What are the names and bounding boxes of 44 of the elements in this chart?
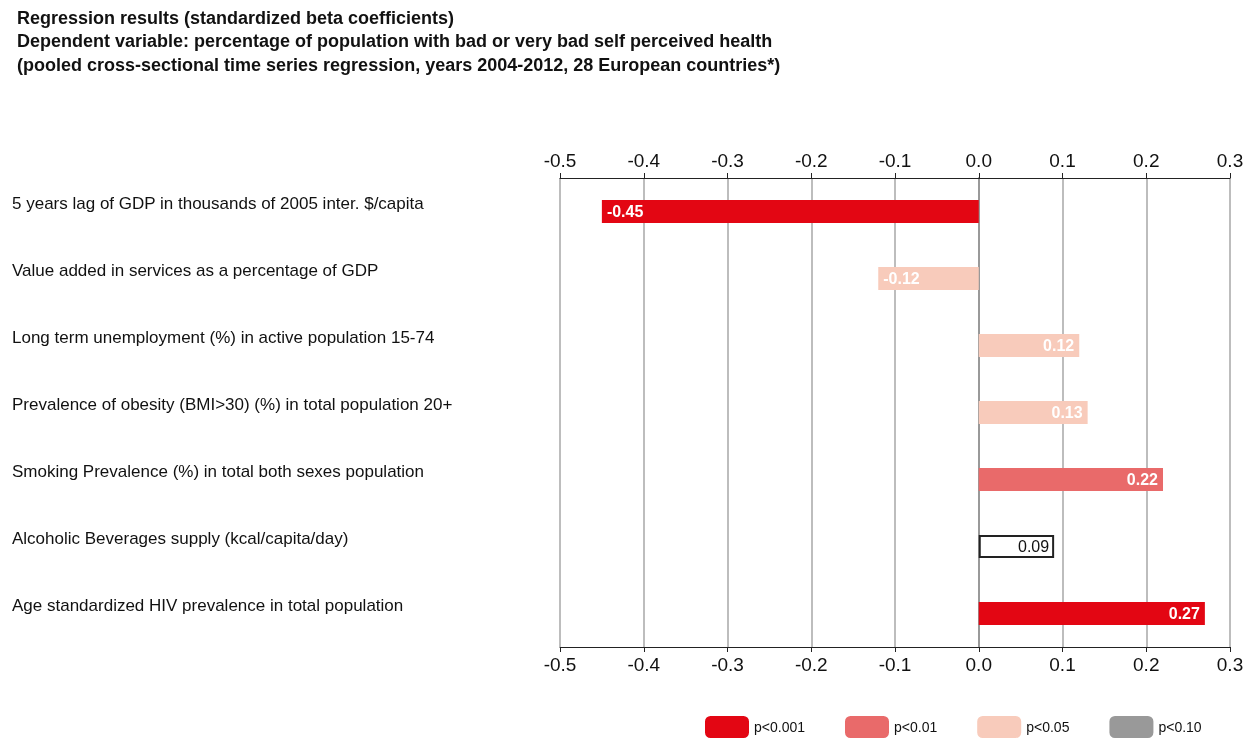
x2-tick-label: 0.3: [1216, 654, 1244, 675]
bar: [978, 468, 1163, 491]
bar: [601, 200, 979, 223]
data-label: 0.09: [1017, 538, 1050, 555]
bar: [978, 602, 1205, 625]
bar: [978, 401, 1088, 424]
y-tick-label: 5 years lag of GDP in thousands of 2005 inter. $/capita: [12, 193, 425, 213]
x2-tick-label: -0.4: [627, 654, 661, 675]
x-tick-label: -0.1: [878, 150, 912, 171]
data-label: 0.12: [1043, 337, 1075, 354]
x2-tick-label: -0.3: [711, 654, 744, 675]
data-label: -0.12: [883, 270, 920, 287]
y-tick-label: Prevalence of obesity (BMI>30) (%) in total population 20+: [12, 394, 453, 414]
x2-tick-label: -0.2: [794, 654, 828, 675]
legend-label: p<0.05: [1026, 719, 1070, 735]
x2-tick-label: 0.0: [965, 654, 992, 675]
legend-label: p<0.001: [754, 719, 806, 735]
x-tick-label: -0.2: [794, 150, 828, 171]
data-label: -0.45: [606, 203, 644, 220]
data-label: 0.27: [1168, 605, 1200, 622]
x2-tick-label: -0.5: [543, 654, 577, 675]
x-tick-label: 0.1: [1049, 150, 1076, 171]
data-label: 0.13: [1051, 404, 1083, 421]
x-tick-label: 0.2: [1133, 150, 1160, 171]
bar: [878, 267, 979, 290]
x-tick-label: -0.4: [627, 150, 661, 171]
bar: [978, 334, 1080, 357]
x-tick-label: -0.3: [711, 150, 744, 171]
y-tick-label: Smoking Prevalence (%) in total both sexes population: [12, 461, 425, 481]
x2-tick-label: 0.2: [1133, 654, 1160, 675]
legend-label: p<0.01: [894, 719, 938, 735]
x2-tick-label: 0.1: [1049, 654, 1076, 675]
y-tick-label: Value added in services as a percentage of GDP: [12, 260, 379, 280]
legend-label: p<0.10: [1158, 719, 1202, 735]
text: Dependent variable: percentage of population with bad or very bad self perceived health (pooled cross-sectional time series regression, years 2004-2012, 28 European countries*): [17, 31, 781, 75]
y-tick-label: Long term unemployment (%) in active population 15-74: [12, 327, 435, 347]
data-label: 0.22: [1126, 471, 1159, 488]
y-tick-label: Age standardized HIV prevalence in total population: [12, 595, 404, 615]
x-tick-label: 0.0: [965, 150, 992, 171]
x-tick-label: 0.3: [1216, 150, 1244, 171]
text: Regression results (standardized beta coefficients): [17, 8, 455, 28]
x-tick-label: -0.5: [543, 150, 577, 171]
x2-tick-label: -0.1: [878, 654, 912, 675]
y-tick-label: Alcoholic Beverages supply (kcal/capita/day): [12, 528, 349, 548]
